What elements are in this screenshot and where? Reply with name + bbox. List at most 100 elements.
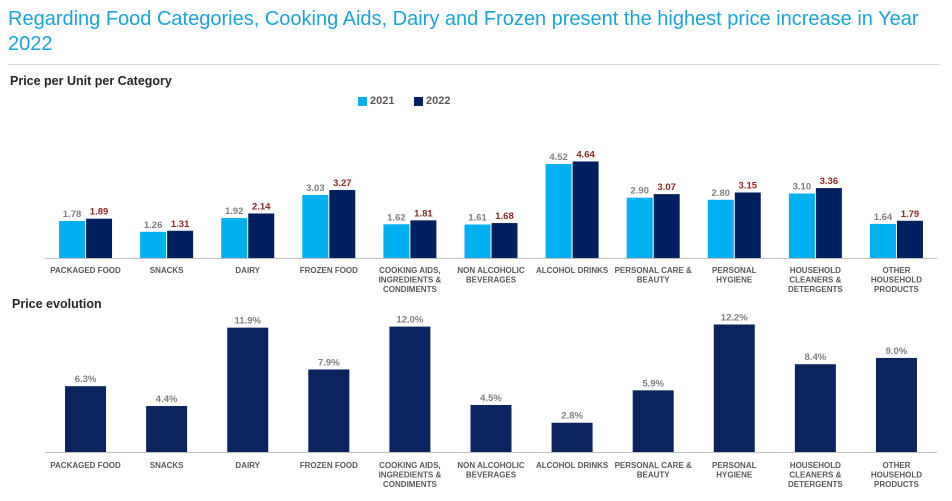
category-label: BEAUTY — [637, 471, 671, 480]
category-label: DAIRY — [235, 266, 260, 275]
data-label-2022: 3.15 — [739, 180, 758, 191]
bar-2021 — [140, 231, 167, 258]
bar-2022 — [167, 230, 194, 258]
data-label-2021: 1.78 — [63, 209, 82, 220]
bar-2022 — [86, 218, 113, 258]
category-label: OTHER — [882, 266, 910, 275]
page-title: Regarding Food Categories, Cooking Aids,… — [8, 8, 919, 55]
bar-price-evolution — [227, 327, 269, 452]
data-label-2021: 1.26 — [144, 220, 163, 231]
data-label-evolution: 12.2% — [721, 313, 748, 324]
bar-price-evolution — [632, 390, 674, 452]
bar-2022 — [248, 213, 275, 258]
data-label-2021: 3.10 — [793, 182, 812, 193]
category-label: PERSONAL CARE & — [615, 266, 692, 275]
bar-2021 — [626, 197, 653, 258]
data-label-evolution: 5.9% — [642, 378, 664, 389]
legend-label-2022: 2022 — [426, 95, 451, 107]
bar-2021 — [788, 193, 815, 258]
data-label-evolution: 6.3% — [75, 374, 97, 385]
data-label-2021: 2.80 — [712, 188, 731, 199]
category-label: COOKING AIDS, — [379, 266, 440, 275]
bar-2021 — [59, 220, 86, 258]
category-label: SNACKS — [150, 266, 184, 275]
category-label: NON ALCOHOLIC — [457, 266, 524, 275]
data-label-2022: 1.68 — [495, 211, 514, 222]
category-label: HYGIENE — [716, 276, 753, 285]
price-per-unit-title: Price per Unit per Category — [10, 74, 172, 88]
bar-price-evolution — [551, 422, 593, 452]
bar-2022 — [572, 161, 599, 258]
bar-2022 — [410, 220, 437, 258]
data-label-2022: 1.81 — [414, 208, 433, 219]
bar-2021 — [464, 224, 491, 258]
bar-2022 — [734, 192, 761, 258]
price-evolution-title: Price evolution — [12, 297, 102, 311]
category-label: HOUSEHOLD — [871, 471, 922, 480]
data-label-2021: 2.90 — [630, 186, 649, 197]
bar-price-evolution — [389, 326, 431, 452]
category-label: CONDIMENTS — [383, 480, 437, 489]
category-label: HOUSEHOLD — [790, 266, 841, 275]
data-label-evolution: 2.8% — [561, 411, 583, 422]
bar-price-evolution — [65, 386, 107, 452]
bar-price-evolution — [794, 364, 836, 452]
category-label: ALCOHOL DRINKS — [536, 461, 609, 470]
category-label: HOUSEHOLD — [871, 276, 922, 285]
bar-2021 — [869, 223, 896, 258]
data-label-2022: 1.79 — [901, 209, 920, 220]
data-label-evolution: 7.9% — [318, 357, 340, 368]
category-label: CONDIMENTS — [383, 285, 437, 294]
category-label: INGREDIENTS & — [379, 471, 442, 480]
legend-swatch-2022 — [414, 97, 423, 106]
category-label: PACKAGED FOOD — [50, 461, 121, 470]
data-label-2022: 4.64 — [576, 149, 595, 160]
category-label: BEVERAGES — [466, 471, 517, 480]
category-label: PACKAGED FOOD — [50, 266, 121, 275]
bar-price-evolution — [875, 357, 917, 452]
data-label-2021: 1.64 — [874, 212, 893, 223]
data-label-2021: 4.52 — [549, 152, 568, 163]
category-label: PERSONAL — [712, 461, 757, 470]
data-label-evolution: 4.5% — [480, 393, 502, 404]
bar-price-evolution — [470, 404, 512, 452]
category-label: BEVERAGES — [466, 276, 517, 285]
bar-2022 — [815, 188, 842, 258]
bar-price-evolution — [146, 406, 188, 452]
bar-2021 — [707, 199, 734, 258]
category-label: PRODUCTS — [874, 285, 920, 294]
data-label-2022: 1.31 — [171, 219, 190, 230]
category-label: CLEANERS & — [789, 276, 841, 285]
category-label: ALCOHOL DRINKS — [536, 266, 609, 275]
price-per-unit-chart: 1.78 1.89 PACKAGED FOOD 1.26 1.31 SNACKS 1.92 2… — [45, 149, 937, 294]
category-label: HOUSEHOLD — [790, 461, 841, 470]
category-label: HYGIENE — [716, 471, 753, 480]
bar-2021 — [545, 163, 572, 258]
category-label: NON ALCOHOLIC — [457, 461, 524, 470]
bar-2022 — [653, 194, 680, 258]
bar-2022 — [896, 220, 923, 258]
data-label-evolution: 9.0% — [886, 346, 908, 357]
bar-2022 — [491, 223, 518, 258]
category-label: FROZEN FOOD — [300, 266, 358, 275]
category-label: PERSONAL — [712, 266, 757, 275]
data-label-2021: 3.03 — [306, 183, 325, 194]
category-label: FROZEN FOOD — [300, 461, 358, 470]
bar-price-evolution — [308, 369, 350, 452]
category-label: DAIRY — [235, 461, 260, 470]
data-label-2021: 1.61 — [468, 213, 487, 224]
data-label-2021: 1.92 — [225, 206, 244, 217]
data-label-2022: 3.36 — [820, 176, 839, 187]
legend-label-2021: 2021 — [370, 95, 395, 107]
data-label-2022: 1.89 — [90, 207, 109, 218]
category-label: COOKING AIDS, — [379, 461, 440, 470]
category-label: CLEANERS & — [789, 471, 841, 480]
data-label-2022: 3.07 — [657, 182, 676, 193]
bar-2021 — [383, 224, 410, 258]
data-label-evolution: 11.9% — [235, 316, 262, 327]
category-label: PRODUCTS — [874, 480, 920, 489]
bar-2021 — [221, 218, 248, 258]
category-label: PERSONAL CARE & — [615, 461, 692, 470]
category-label: OTHER — [882, 461, 910, 470]
